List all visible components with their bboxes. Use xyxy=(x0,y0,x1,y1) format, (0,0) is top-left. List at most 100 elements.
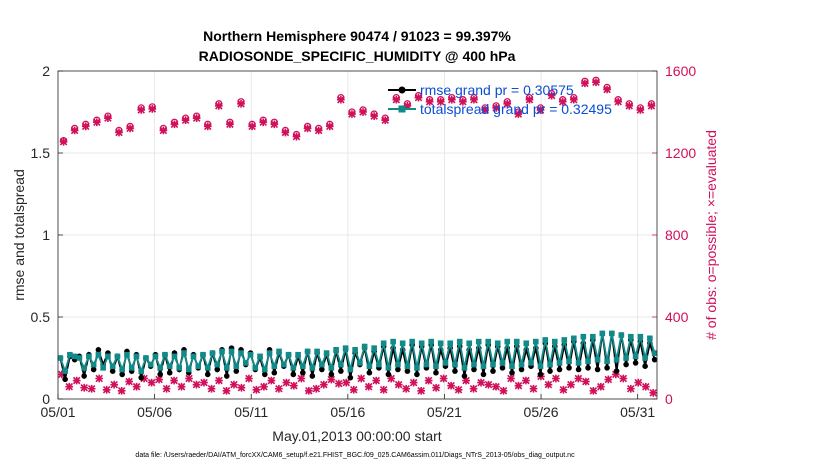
obs-evaluated-point xyxy=(95,374,104,383)
totalspread-point xyxy=(323,350,330,356)
totalspread-point xyxy=(328,365,335,371)
totalspread-point xyxy=(138,368,144,374)
obs-evaluated-point xyxy=(281,128,290,137)
totalspread-point xyxy=(200,351,206,358)
obs-evaluated-point xyxy=(536,106,545,114)
obs-evaluated-point xyxy=(469,384,478,393)
obs-evaluated-point xyxy=(649,389,658,397)
obs-evaluated-point xyxy=(529,384,538,393)
totalspread-point xyxy=(195,363,202,369)
x-tick-label: 05/01 xyxy=(40,404,75,420)
totalspread-point xyxy=(509,363,515,369)
totalspread-point xyxy=(471,361,477,368)
obs-evaluated-point xyxy=(559,385,568,394)
rmse-point xyxy=(480,371,487,378)
rmse-point xyxy=(604,365,610,371)
totalspread-point xyxy=(333,347,339,353)
rmse-point xyxy=(233,368,240,374)
totalspread-point xyxy=(300,363,306,369)
obs-evaluated-point xyxy=(102,385,111,394)
x-tick-label: 05/31 xyxy=(620,404,655,420)
totalspread-point xyxy=(376,361,382,368)
totalspread-point xyxy=(261,366,268,373)
obs-evaluated-point xyxy=(177,382,186,391)
rmse-point xyxy=(347,374,354,381)
rmse-point xyxy=(328,371,335,378)
totalspread-point xyxy=(585,358,591,365)
obs-evaluated-point xyxy=(80,383,89,392)
obs-evaluated-point xyxy=(626,384,635,393)
totalspread-point xyxy=(480,363,487,369)
totalspread-point xyxy=(571,335,577,342)
totalspread-point xyxy=(81,365,87,371)
obs-evaluated-point xyxy=(104,114,112,122)
totalspread-point xyxy=(257,353,263,360)
obs-evaluated-point xyxy=(137,106,146,114)
obs-evaluated-point xyxy=(215,102,223,110)
obs-evaluated-point xyxy=(392,95,401,104)
totalspread-point xyxy=(228,348,235,355)
totalspread-point xyxy=(71,353,78,360)
obs-evaluated-point xyxy=(312,384,321,393)
totalspread-point xyxy=(338,361,344,368)
obs-evaluated-point xyxy=(72,376,81,385)
x-tick-label: 05/16 xyxy=(330,404,365,420)
totalspread-point xyxy=(176,365,183,371)
x-axis-ticks: 05/01 05/06 05/11 05/16 05/21 05/26 05/31 xyxy=(40,394,655,420)
right-y-tick-label: 400 xyxy=(665,309,689,325)
obs-evaluated-point xyxy=(447,381,455,390)
totalspread-point xyxy=(604,358,610,365)
totalspread-point xyxy=(147,361,154,368)
totalspread-point xyxy=(499,360,506,366)
rmse-point xyxy=(385,371,392,378)
obs-evaluated-point xyxy=(290,381,298,390)
obs-evaluated-point xyxy=(462,376,470,385)
totalspread-point xyxy=(204,365,211,371)
rmse-point xyxy=(452,368,458,374)
chart-title-line2: RADIOSONDE_SPECIFIC_HUMIDITY @ 400 hPa xyxy=(199,48,516,64)
totalspread-point xyxy=(309,365,316,371)
totalspread-point xyxy=(423,361,430,368)
totalspread-point xyxy=(466,340,473,347)
totalspread-point xyxy=(76,355,83,361)
totalspread-point xyxy=(556,360,563,366)
obs-evaluated-point xyxy=(192,380,201,389)
obs-evaluated-point xyxy=(110,380,118,389)
totalspread-point xyxy=(475,338,482,345)
obs-evaluated-point xyxy=(370,112,378,120)
obs-evaluated-point xyxy=(304,386,313,395)
rmse-point xyxy=(518,366,525,373)
totalspread-point xyxy=(642,355,648,361)
rmse-point xyxy=(319,366,325,373)
rmse-point xyxy=(499,365,506,371)
obs-evaluated-point xyxy=(432,383,440,392)
totalspread-point xyxy=(418,340,425,347)
rmse-point xyxy=(223,373,230,379)
obs-evaluated-point xyxy=(558,97,567,106)
obs-evaluated-point xyxy=(348,110,356,118)
obs-evaluated-point xyxy=(547,91,556,100)
obs-evaluated-point xyxy=(544,380,553,389)
rmse-point xyxy=(632,360,639,366)
obs-evaluated-point xyxy=(581,79,589,88)
obs-evaluated-point xyxy=(203,122,212,131)
obs-evaluated-point xyxy=(342,378,351,387)
totalspread-point xyxy=(651,350,658,356)
obs-evaluated-point xyxy=(132,382,141,391)
totalspread-point xyxy=(266,350,273,356)
rmse-point xyxy=(214,366,221,373)
obs-evaluated-point xyxy=(248,122,256,131)
totalspread-point xyxy=(361,343,368,350)
totalspread-point xyxy=(523,340,530,347)
obs-evaluated-point xyxy=(297,374,306,383)
obs-evaluated-point xyxy=(611,370,620,379)
obs-evaluated-point xyxy=(115,128,123,137)
totalspread-point xyxy=(124,351,130,358)
totalspread-point xyxy=(314,348,320,355)
obs-evaluated-point xyxy=(567,380,575,389)
left-y-tick-label: 1.5 xyxy=(31,145,51,161)
obs-evaluated-point xyxy=(503,99,512,108)
totalspread-point xyxy=(504,338,511,345)
obs-evaluated-point xyxy=(592,78,600,87)
obs-evaluated-point xyxy=(81,122,90,131)
